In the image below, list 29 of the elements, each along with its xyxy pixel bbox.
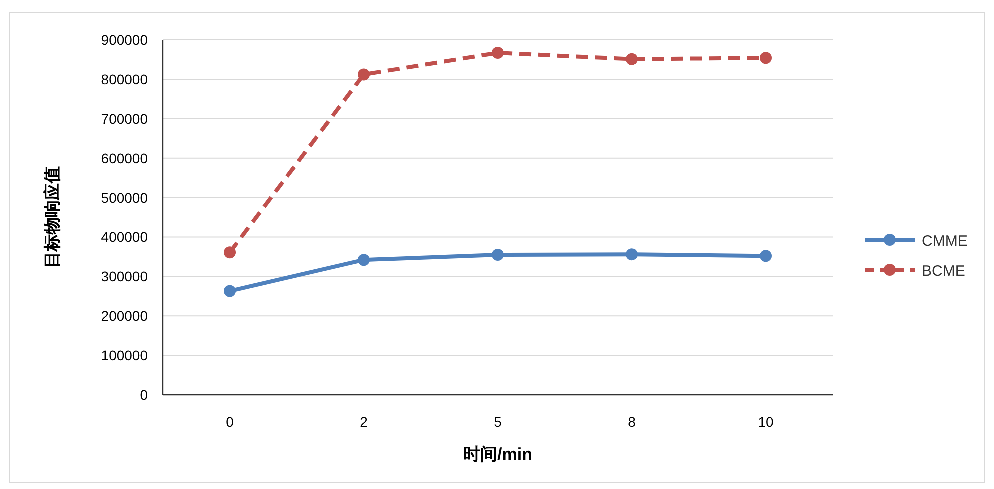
point xyxy=(626,53,638,66)
point xyxy=(492,248,504,261)
y-tick-label: 800000 xyxy=(101,71,148,88)
point xyxy=(224,285,236,298)
y-tick-label: 300000 xyxy=(101,268,148,285)
point xyxy=(492,47,504,60)
legend-label: CMME xyxy=(922,233,968,250)
point xyxy=(358,254,370,266)
y-tick-label: 900000 xyxy=(101,32,148,48)
x-tick-label: 8 xyxy=(628,414,636,430)
y-tick-label: 700000 xyxy=(101,110,148,127)
point xyxy=(224,246,236,259)
x-axis-title: 时间/min xyxy=(464,445,532,464)
point xyxy=(760,52,772,64)
point xyxy=(760,250,772,262)
y-tick-label: 600000 xyxy=(101,150,148,166)
legend-label: BCME xyxy=(922,263,966,280)
y-axis-title: 目标物响应值 xyxy=(43,166,62,268)
point xyxy=(626,248,638,261)
y-tick-label: 400000 xyxy=(101,229,148,246)
x-tick-label: 5 xyxy=(494,414,502,430)
y-tick-label: 200000 xyxy=(101,308,148,324)
x-tick-label: 2 xyxy=(360,414,368,430)
y-tick-label: 0 xyxy=(140,387,148,403)
x-tick-label: 10 xyxy=(758,414,774,430)
point xyxy=(358,68,370,81)
y-tick-label: 500000 xyxy=(101,190,148,206)
y-tick-label: 100000 xyxy=(101,348,148,364)
x-tick-label: 0 xyxy=(226,414,234,430)
